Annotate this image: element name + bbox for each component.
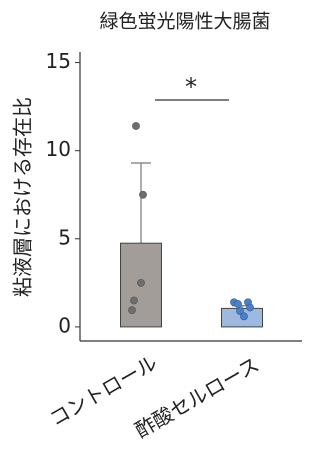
chart-title: 緑色蛍光陽性大腸菌 — [99, 11, 270, 33]
y-tick-label: 15 — [46, 49, 71, 73]
data-point — [132, 122, 140, 130]
data-point — [130, 296, 138, 305]
y-tick-label: 5 — [58, 225, 71, 249]
data-point — [246, 303, 254, 312]
significance-mark: * — [185, 73, 197, 101]
y-tick-label: 10 — [46, 137, 71, 161]
data-point — [137, 278, 145, 287]
data-point — [236, 307, 244, 315]
data-point — [128, 306, 136, 315]
data-point — [240, 312, 248, 321]
data-point — [139, 190, 147, 199]
y-tick-label: 0 — [58, 313, 71, 337]
data-point — [234, 300, 242, 308]
y-axis-label: 粘液層における存在比 — [11, 97, 35, 297]
